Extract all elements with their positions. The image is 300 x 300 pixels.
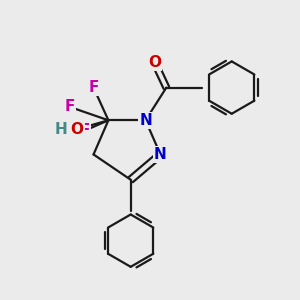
Text: N: N (154, 147, 167, 162)
Text: O: O (71, 122, 84, 137)
Text: O: O (148, 55, 161, 70)
Text: F: F (64, 99, 75, 114)
Text: H: H (55, 122, 67, 137)
Text: N: N (139, 113, 152, 128)
Text: F: F (80, 123, 90, 138)
Text: F: F (88, 80, 99, 95)
